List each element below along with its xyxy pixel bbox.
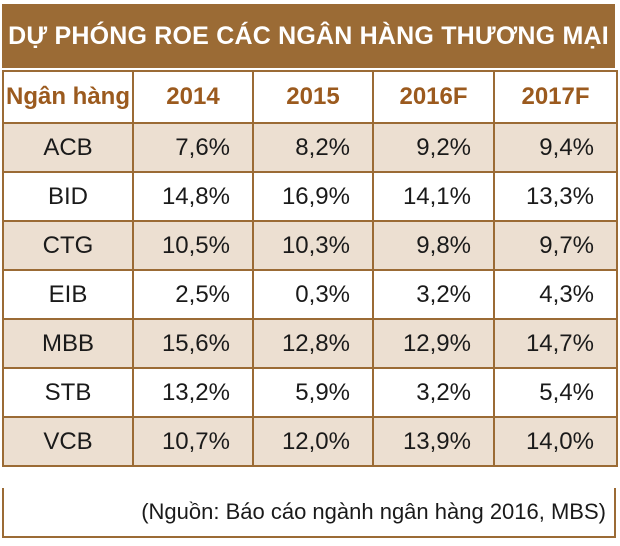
roe-2014: 14,8% xyxy=(132,171,254,222)
table-title: DỰ PHÓNG ROE CÁC NGÂN HÀNG THƯƠNG MẠI xyxy=(2,4,615,68)
roe-2014: 15,6% xyxy=(132,318,254,369)
roe-2016f: 3,2% xyxy=(372,367,495,418)
bank-name: EIB xyxy=(2,269,134,320)
header-row: Ngân hàng 2014 2015 2016F 2017F xyxy=(2,70,618,124)
bank-name: ACB xyxy=(2,122,134,173)
roe-2016f: 13,9% xyxy=(372,416,495,467)
bank-name: BID xyxy=(2,171,134,222)
table-row: BID 14,8% 16,9% 14,1% 13,3% xyxy=(2,171,618,222)
table-row: MBB 15,6% 12,8% 12,9% 14,7% xyxy=(2,318,618,369)
roe-2017f: 9,7% xyxy=(493,220,618,271)
roe-2015: 8,2% xyxy=(252,122,374,173)
table-row: VCB 10,7% 12,0% 13,9% 14,0% xyxy=(2,416,618,467)
bank-name: STB xyxy=(2,367,134,418)
table-row: ACB 7,6% 8,2% 9,2% 9,4% xyxy=(2,122,618,173)
roe-2017f: 5,4% xyxy=(493,367,618,418)
header-2017f: 2017F xyxy=(493,70,618,124)
source-note: (Nguồn: Báo cáo ngành ngân hàng 2016, MB… xyxy=(2,488,616,538)
roe-2014: 10,5% xyxy=(132,220,254,271)
bank-name: VCB xyxy=(2,416,134,467)
header-bank: Ngân hàng xyxy=(2,70,134,124)
table-row: EIB 2,5% 0,3% 3,2% 4,3% xyxy=(2,269,618,320)
roe-2017f: 14,7% xyxy=(493,318,618,369)
roe-2015: 16,9% xyxy=(252,171,374,222)
header-2016f: 2016F xyxy=(372,70,495,124)
roe-2015: 5,9% xyxy=(252,367,374,418)
roe-2015: 12,0% xyxy=(252,416,374,467)
roe-table: Ngân hàng 2014 2015 2016F 2017F ACB 7,6%… xyxy=(2,70,618,467)
roe-2014: 7,6% xyxy=(132,122,254,173)
roe-2015: 0,3% xyxy=(252,269,374,320)
roe-2015: 10,3% xyxy=(252,220,374,271)
roe-2017f: 14,0% xyxy=(493,416,618,467)
roe-2016f: 9,2% xyxy=(372,122,495,173)
roe-2014: 13,2% xyxy=(132,367,254,418)
roe-2016f: 9,8% xyxy=(372,220,495,271)
bank-name: MBB xyxy=(2,318,134,369)
bank-name: CTG xyxy=(2,220,134,271)
roe-2016f: 12,9% xyxy=(372,318,495,369)
roe-2016f: 3,2% xyxy=(372,269,495,320)
roe-2014: 10,7% xyxy=(132,416,254,467)
header-2014: 2014 xyxy=(132,70,254,124)
roe-2016f: 14,1% xyxy=(372,171,495,222)
roe-2017f: 13,3% xyxy=(493,171,618,222)
roe-2017f: 9,4% xyxy=(493,122,618,173)
roe-2017f: 4,3% xyxy=(493,269,618,320)
table-row: STB 13,2% 5,9% 3,2% 5,4% xyxy=(2,367,618,418)
roe-2015: 12,8% xyxy=(252,318,374,369)
roe-2014: 2,5% xyxy=(132,269,254,320)
table-row: CTG 10,5% 10,3% 9,8% 9,7% xyxy=(2,220,618,271)
header-2015: 2015 xyxy=(252,70,374,124)
